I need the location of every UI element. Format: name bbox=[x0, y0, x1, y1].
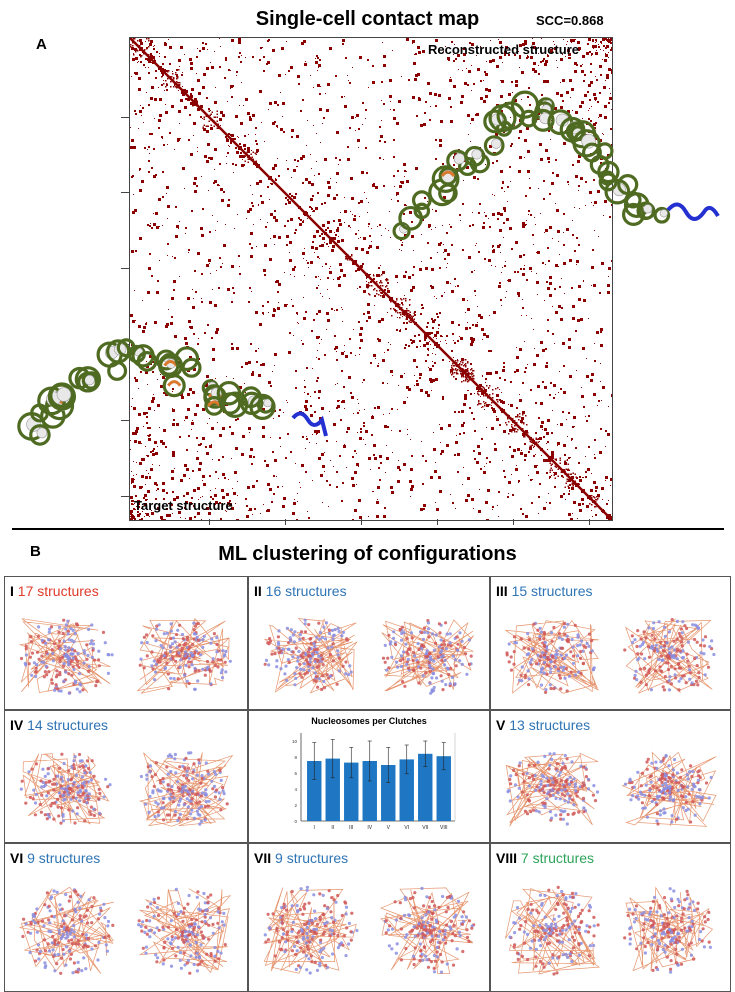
panel-a-letter: A bbox=[36, 36, 47, 53]
cluster-count: 16 structures bbox=[265, 583, 347, 599]
map-x-tick bbox=[361, 519, 362, 525]
map-x-tick bbox=[437, 519, 438, 525]
target-structure-label: Target structure bbox=[134, 498, 233, 513]
y-tick-label: 2 bbox=[294, 803, 297, 808]
scc-value: SCC=0.868 bbox=[536, 13, 604, 28]
cluster-roman: IV bbox=[10, 717, 24, 733]
x-tick-label: I bbox=[314, 825, 315, 831]
map-y-tick bbox=[121, 496, 129, 497]
contact-map-svg bbox=[130, 38, 612, 520]
cluster-structure-image bbox=[137, 887, 232, 975]
cluster-structure-image bbox=[18, 618, 114, 695]
bar bbox=[362, 761, 377, 821]
y-tick-label: 8 bbox=[294, 755, 297, 760]
map-x-tick bbox=[589, 519, 590, 525]
map-x-tick bbox=[285, 519, 286, 525]
cluster-roman: VIII bbox=[496, 850, 518, 866]
map-y-tick bbox=[121, 268, 129, 269]
map-y-tick bbox=[121, 420, 129, 421]
cluster-structure-image bbox=[380, 886, 476, 974]
cluster-structure-image bbox=[263, 885, 359, 975]
cluster-label: V 13 structures bbox=[496, 717, 590, 733]
cluster-count: 15 structures bbox=[511, 583, 593, 599]
target-structure-image bbox=[17, 338, 328, 446]
y-tick-label: 0 bbox=[294, 819, 297, 824]
x-tick-label: II bbox=[331, 825, 334, 831]
bar bbox=[307, 761, 322, 821]
cluster-count: 14 structures bbox=[27, 717, 109, 733]
reconstructed-structure-image bbox=[392, 90, 720, 241]
cluster-count: 13 structures bbox=[509, 717, 591, 733]
cluster-structure-image bbox=[381, 619, 474, 695]
x-tick-label: III bbox=[349, 825, 353, 831]
y-tick-label: 4 bbox=[294, 787, 297, 792]
chart-title: Nucleosomes per Clutches bbox=[311, 716, 427, 726]
cluster-structure-image bbox=[19, 752, 112, 825]
x-tick-label: IV bbox=[367, 825, 372, 831]
cluster-label: I 17 structures bbox=[10, 583, 99, 599]
cluster-structure-image bbox=[621, 751, 716, 827]
map-y-tick bbox=[121, 117, 129, 118]
cluster-roman: I bbox=[10, 583, 14, 599]
panel-a-title: Single-cell contact map bbox=[255, 8, 480, 30]
chart-cell: Nucleosomes per Clutches 0 2 4 6 8 10 I II III IV V… bbox=[248, 710, 490, 843]
cluster-label: II 16 structures bbox=[254, 583, 347, 599]
bar bbox=[436, 756, 451, 821]
x-tick-label: V bbox=[387, 825, 391, 831]
cluster-count: 7 structures bbox=[520, 850, 595, 866]
cluster-cell: IV 14 structures bbox=[4, 710, 248, 843]
cluster-structure-image bbox=[505, 885, 601, 976]
x-tick-label: VI bbox=[404, 825, 409, 831]
cluster-label: IV 14 structures bbox=[10, 717, 108, 733]
cluster-cell: VII 9 structures bbox=[248, 843, 490, 992]
cluster-label: VI 9 structures bbox=[10, 850, 100, 866]
y-tick-label: 6 bbox=[294, 771, 297, 776]
cluster-roman: VII bbox=[254, 850, 272, 866]
cluster-structure-image bbox=[622, 618, 715, 694]
x-tick-label: VIII bbox=[440, 825, 448, 831]
cluster-cell: V 13 structures bbox=[490, 710, 731, 843]
cluster-grid: I 17 structures II 16 structures III 15 st… bbox=[0, 576, 735, 992]
bar bbox=[418, 753, 433, 821]
reconstructed-structure-label: Reconstructed structure bbox=[428, 42, 579, 57]
cluster-roman: II bbox=[254, 583, 262, 599]
cluster-label: VIII 7 structures bbox=[496, 850, 594, 866]
cluster-label: VII 9 structures bbox=[254, 850, 348, 866]
cluster-count: 9 structures bbox=[27, 850, 101, 866]
cluster-count: 17 structures bbox=[17, 583, 99, 599]
bar bbox=[381, 765, 396, 821]
cluster-cell: II 16 structures bbox=[248, 576, 490, 710]
cluster-structure-image bbox=[622, 886, 713, 974]
panel-b-letter: B bbox=[30, 543, 41, 560]
cluster-structure-image bbox=[19, 886, 115, 975]
cluster-structure-image bbox=[136, 617, 232, 694]
cluster-roman: V bbox=[496, 717, 506, 733]
cluster-cell: I 17 structures bbox=[4, 576, 248, 710]
cluster-structure-image bbox=[505, 752, 600, 827]
cluster-cell: VI 9 structures bbox=[4, 843, 248, 992]
map-y-tick bbox=[121, 192, 129, 193]
panel-b-title: ML clustering of configurations bbox=[218, 543, 517, 565]
cluster-structure-image bbox=[505, 619, 599, 694]
bar bbox=[344, 762, 359, 821]
cluster-structure-image bbox=[138, 751, 234, 827]
bar bbox=[325, 758, 340, 821]
cluster-label: III 15 structures bbox=[496, 583, 593, 599]
cluster-cell: VIII 7 structures bbox=[490, 843, 731, 992]
cluster-structure-image bbox=[263, 618, 358, 694]
cluster-count: 9 structures bbox=[275, 850, 349, 866]
map-x-tick bbox=[513, 519, 514, 525]
cluster-cell: III 15 structures bbox=[490, 576, 731, 710]
x-tick-label: VII bbox=[422, 825, 428, 831]
cluster-roman: VI bbox=[10, 850, 24, 866]
panel-divider bbox=[12, 528, 724, 530]
map-x-tick bbox=[209, 519, 210, 525]
bar bbox=[399, 759, 414, 821]
y-tick-label: 10 bbox=[292, 739, 298, 744]
cluster-roman: III bbox=[496, 583, 508, 599]
